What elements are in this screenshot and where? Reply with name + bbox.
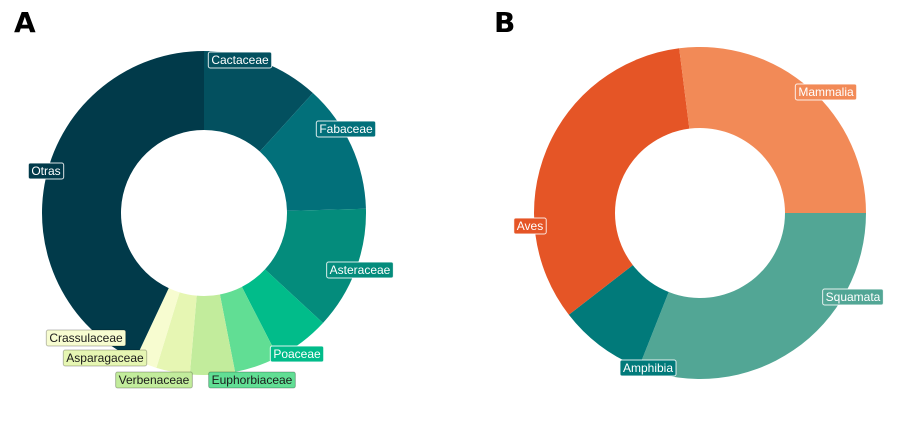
label-box-aves bbox=[513, 217, 547, 235]
slice-poaceae bbox=[241, 269, 323, 358]
label-otras: Otras bbox=[27, 162, 65, 180]
label-text-asteraceae: Asteraceae bbox=[330, 263, 391, 277]
label-verbenaceae: Verbenaceae bbox=[115, 371, 193, 389]
slice-squamata bbox=[638, 213, 866, 379]
label-text-verbenaceae: Verbenaceae bbox=[119, 373, 190, 387]
label-box-asparagaceae bbox=[62, 349, 148, 367]
slice-fabaceae bbox=[259, 93, 366, 211]
label-text-aves: Aves bbox=[517, 219, 543, 233]
label-text-crassulaceae: Crassulaceae bbox=[49, 331, 123, 345]
slice-euphorbiaceae bbox=[219, 286, 278, 372]
label-squamata: Squamata bbox=[822, 288, 884, 306]
donut-chart-b: Squamata Amphibia Aves Mammalia bbox=[513, 47, 884, 379]
label-box-amphibia bbox=[619, 359, 677, 377]
slice-asparagaceae bbox=[156, 292, 197, 375]
slice-otras bbox=[42, 51, 204, 360]
label-box-euphorbiaceae bbox=[208, 371, 296, 389]
panel-b-letter: B bbox=[494, 6, 515, 39]
slice-cactaceae bbox=[204, 51, 313, 152]
label-text-euphorbiaceae: Euphorbiaceae bbox=[212, 373, 293, 387]
label-text-squamata: Squamata bbox=[826, 290, 881, 304]
slice-aves bbox=[534, 48, 690, 315]
label-crassulaceae: Crassulaceae bbox=[45, 329, 127, 347]
label-box-fabaceae bbox=[315, 120, 377, 138]
label-box-cactaceae bbox=[207, 51, 273, 69]
slice-amphibia bbox=[568, 265, 669, 368]
label-text-mammalia: Mammalia bbox=[798, 85, 854, 99]
label-box-otras bbox=[27, 162, 65, 180]
label-cactaceae: Cactaceae bbox=[207, 51, 273, 69]
label-box-squamata bbox=[822, 288, 884, 306]
label-asteraceae: Asteraceae bbox=[326, 261, 394, 279]
label-text-otras: Otras bbox=[31, 164, 60, 178]
label-text-fabaceae: Fabaceae bbox=[319, 122, 373, 136]
label-box-poaceae bbox=[269, 345, 325, 363]
label-box-mammalia bbox=[794, 83, 858, 101]
label-text-poaceae: Poaceae bbox=[273, 347, 321, 361]
label-poaceae: Poaceae bbox=[269, 345, 325, 363]
label-euphorbiaceae: Euphorbiaceae bbox=[208, 371, 296, 389]
slice-asteraceae bbox=[264, 208, 367, 323]
label-asparagaceae: Asparagaceae bbox=[62, 349, 148, 367]
panel-a-letter: A bbox=[14, 6, 36, 39]
label-box-asteraceae bbox=[326, 261, 394, 279]
label-text-asparagaceae: Asparagaceae bbox=[66, 351, 144, 365]
label-text-amphibia: Amphibia bbox=[623, 361, 673, 375]
slice-verbenaceae bbox=[189, 294, 236, 375]
label-amphibia: Amphibia bbox=[619, 359, 677, 377]
slice-crassulaceae bbox=[135, 288, 180, 368]
label-aves: Aves bbox=[513, 217, 547, 235]
donut-chart-a: Cactaceae Fabaceae Asteraceae Poaceae Euphor… bbox=[27, 51, 394, 389]
label-text-cactaceae: Cactaceae bbox=[211, 53, 269, 67]
label-fabaceae: Fabaceae bbox=[315, 120, 377, 138]
slice-mammalia bbox=[679, 47, 866, 214]
label-mammalia: Mammalia bbox=[794, 83, 858, 101]
label-box-crassulaceae bbox=[45, 329, 127, 347]
label-box-verbenaceae bbox=[115, 371, 193, 389]
